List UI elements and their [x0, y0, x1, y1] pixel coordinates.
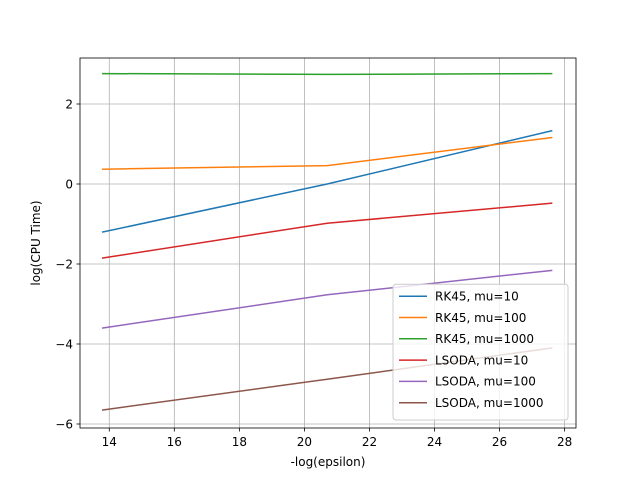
x-axis-ticks: 14 16 18 20 22 24 26 28 [102, 428, 572, 449]
y-tick-label: −6 [55, 418, 73, 432]
legend-entry: LSODA, mu=10 [435, 353, 528, 367]
x-axis-label: -log(epsilon) [291, 455, 366, 469]
x-tick-label: 22 [362, 435, 377, 449]
legend-entry: RK45, mu=1000 [435, 332, 534, 346]
legend-entry: LSODA, mu=100 [435, 375, 536, 389]
series-line [102, 136, 553, 170]
x-tick-label: 28 [557, 435, 572, 449]
series-line [102, 72, 553, 76]
legend-box [392, 283, 569, 421]
y-tick-label: −4 [55, 338, 73, 352]
legend-entry: RK45, mu=100 [435, 311, 526, 325]
series-line [101, 269, 553, 329]
legend-entry: RK45, mu=10 [435, 290, 519, 304]
x-tick-label: 26 [492, 435, 507, 449]
y-tick-label: 0 [65, 178, 73, 192]
x-tick-label: 16 [167, 435, 182, 449]
x-tick-label: 18 [232, 435, 247, 449]
x-tick-label: 14 [102, 435, 117, 449]
series-line [101, 129, 553, 233]
y-tick-label: 2 [65, 98, 73, 112]
series-lines [101, 72, 553, 411]
legend: RK45, mu=10 RK45, mu=100 RK45, mu=1000 LSOD… [392, 283, 569, 421]
x-tick-label: 24 [427, 435, 442, 449]
y-axis-ticks: −6 −4 −2 0 2 [55, 98, 80, 432]
series-line [101, 202, 553, 259]
legend-entry: LSODA, mu=1000 [435, 396, 544, 410]
x-tick-label: 20 [297, 435, 312, 449]
y-tick-label: −2 [55, 258, 73, 272]
y-axis-label: log(CPU Time) [29, 200, 43, 285]
plot-area-frame [79, 57, 577, 429]
